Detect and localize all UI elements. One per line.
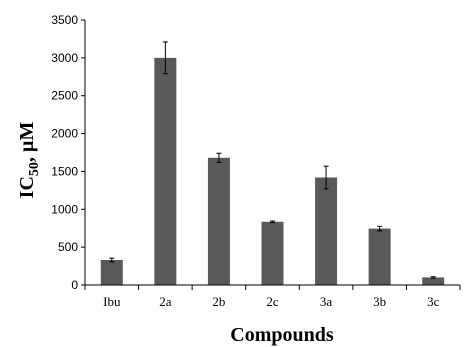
- y-tick-label: 1000: [51, 202, 78, 216]
- bar-Ibu: [100, 260, 123, 285]
- y-axis-title-main: IC: [16, 176, 38, 198]
- x-axis-title: Compounds: [230, 324, 334, 346]
- y-axis-title-subscript: 50: [27, 162, 42, 176]
- y-tick-label: 2500: [51, 89, 78, 103]
- y-tick-label: 1500: [51, 164, 78, 178]
- y-tick-label: 500: [58, 240, 78, 254]
- x-axis: Ibu 2a 2b 2c 3a 3b 3c: [84, 284, 461, 309]
- x-tick-label-2a: 2a: [159, 294, 172, 309]
- bar-3b: [368, 228, 391, 285]
- bar-3a: [315, 177, 338, 285]
- bar-2b: [207, 157, 230, 285]
- y-tick-label: 2000: [51, 127, 78, 141]
- x-tick-label-3a: 3a: [320, 294, 333, 309]
- x-tick-label-2c: 2c: [266, 294, 279, 309]
- y-tick-label: 3000: [51, 51, 78, 65]
- bars: [100, 41, 445, 285]
- bar-2a: [154, 57, 177, 285]
- y-tick-label: 3500: [51, 13, 78, 27]
- y-axis: 0 500 1000 1500 2000 2500 3000 3500: [51, 13, 86, 292]
- y-tick-label: 0: [71, 278, 78, 292]
- x-tick-label-3c: 3c: [427, 294, 440, 309]
- bar-2c: [261, 221, 284, 285]
- x-tick-label-2b: 2b: [212, 294, 225, 309]
- y-axis-title: IC50, µM: [16, 122, 42, 199]
- y-axis-title-suffix: , µM: [16, 122, 38, 163]
- x-tick-label-3b: 3b: [373, 294, 386, 309]
- bar-3c: [422, 277, 445, 285]
- x-tick-label-Ibu: Ibu: [103, 294, 121, 309]
